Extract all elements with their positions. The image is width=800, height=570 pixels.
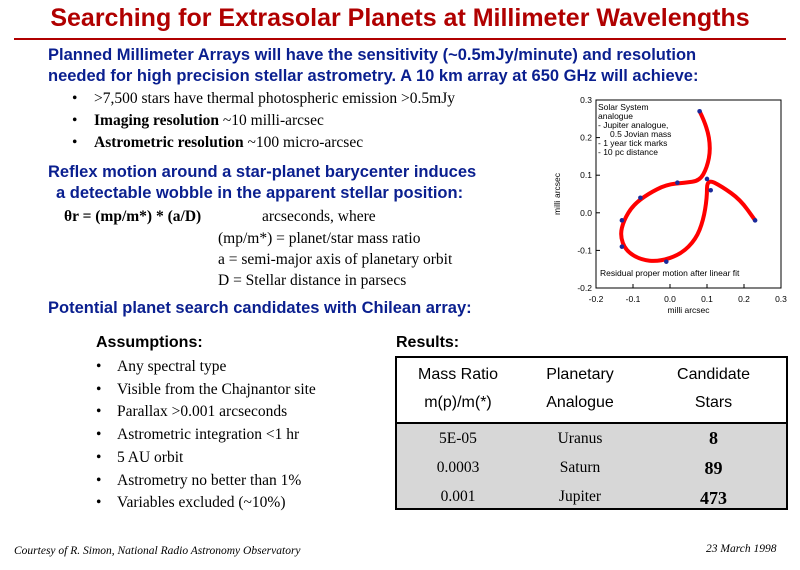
y-tick-label: -0.2	[577, 283, 592, 293]
x-tick-label: 0.3	[775, 294, 787, 304]
y-tick-label: 0.1	[580, 170, 592, 180]
bullet-icon: •	[96, 448, 102, 466]
bullet-icon: •	[96, 426, 102, 444]
results-heading: Results:	[396, 334, 460, 351]
year-tick-marker	[619, 244, 625, 249]
assumption-item: • Visible from the Chajnantor site	[96, 379, 316, 402]
cell-mass-ratio: 0.001	[440, 488, 476, 505]
definition-mass-ratio: (mp/m*) = planet/star mass ratio	[218, 230, 421, 247]
x-tick-label: 0.2	[738, 294, 750, 304]
chart-annotation: Residual proper motion after linear fit	[600, 268, 740, 278]
assumption-item: • Parallax >0.001 arcseconds	[96, 401, 316, 424]
reflex-line-2: a detectable wobble in the apparent stel…	[56, 184, 464, 202]
bullet-icon: •	[72, 112, 78, 129]
bullet-icon: •	[96, 471, 102, 489]
wobble-chart: 0.3 0.2 0.1 0.0 -0.1 -0.2-0.2 -0.1 0.0 0.1 0.2 0.3…	[552, 95, 787, 314]
year-tick-marker	[704, 176, 710, 182]
formula-expression: θr = (mp/m*) * (a/D)	[64, 208, 202, 225]
footer-credit: Courtesy of R. Simon, National Radio Ast…	[14, 545, 301, 557]
bullet-icon: •	[96, 403, 102, 421]
formula-definitions: (mp/m*) = planet/star mass ratio a = sem…	[218, 228, 452, 291]
assumption-text: Astrometric integration <1 hr	[117, 426, 300, 444]
formula-units: arcseconds, where	[262, 208, 376, 225]
footer-date: 23 March 1998	[706, 543, 777, 555]
cell-analogue: Saturn	[559, 459, 601, 476]
list-item: • >7,500 stars have thermal photospheric …	[72, 88, 455, 110]
assumption-item: • Astrometry no better than 1%	[96, 470, 316, 493]
table-header: Mass Ratio m(p)/m(*) Planetary Analogue Ca…	[397, 358, 786, 424]
cell-candidates: 8	[709, 428, 718, 448]
y-tick-label: 0.0	[580, 208, 592, 218]
definition-semi-major: a = semi-major axis of planetary orbit	[218, 251, 453, 268]
bullet-icon: •	[72, 90, 78, 107]
bullet-icon: •	[72, 134, 78, 151]
slide-title: Searching for Extrasolar Planets at Mill…	[50, 4, 750, 32]
assumption-text: Astrometry no better than 1%	[117, 471, 302, 489]
assumptions-heading: Assumptions:	[96, 334, 203, 351]
x-tick-label: -0.1	[626, 294, 641, 304]
legend-line: - 10 pc distance	[598, 147, 658, 157]
legend-line: 0.5 Jovian mass	[610, 129, 671, 139]
header-planetary-analogue: Planetary Analogue	[546, 366, 614, 411]
year-tick-marker	[664, 259, 669, 264]
assumption-item: • Astrometric integration <1 hr	[96, 424, 316, 447]
assumption-item: • Any spectral type	[96, 356, 316, 379]
results-table: Mass Ratio m(p)/m(*) Planetary Analogue Ca…	[395, 356, 788, 510]
year-tick-marker	[638, 195, 643, 201]
header-candidate-stars: Candidate Stars	[677, 366, 750, 411]
reflex-text: Reflex motion around a star-planet baryc…	[48, 162, 476, 204]
assumption-text: Any spectral type	[117, 358, 227, 375]
y-tick-label: 0.3	[580, 95, 592, 105]
year-tick-marker	[708, 187, 713, 193]
candidates-heading: Potential planet search candidates with …	[48, 299, 472, 317]
bullet-icon: •	[96, 494, 102, 512]
reflex-line-1: Reflex motion around a star-planet baryc…	[48, 163, 477, 181]
year-tick-marker	[752, 218, 758, 223]
cell-analogue: Uranus	[557, 430, 603, 447]
cell-candidates: 89	[704, 458, 723, 478]
capability-list: • >7,500 stars have thermal photospheric …	[72, 88, 455, 154]
x-axis-label: milli arcsec	[667, 305, 710, 314]
legend-line: - Jupiter analogue,	[598, 120, 668, 130]
cell-analogue: Jupiter	[558, 488, 602, 505]
assumption-item: • Variables excluded (~10%)	[96, 492, 316, 515]
table-body: 5E-05 Uranus 8 0.0003 Saturn 89 0.001 Ju…	[397, 424, 786, 508]
legend-line: - 1 year tick marks	[598, 138, 667, 148]
intro-line-2: needed for high precision stellar astrom…	[48, 67, 699, 85]
assumption-text: Variables excluded (~10%)	[117, 494, 286, 512]
x-tick-label: 0.0	[664, 294, 676, 304]
year-tick-marker	[675, 180, 680, 186]
legend-line: analogue	[598, 111, 633, 121]
header-mass-ratio: Mass Ratio m(p)/m(*)	[417, 366, 499, 411]
bullet-icon: •	[96, 358, 102, 375]
orbit-curve	[619, 109, 758, 263]
title-divider	[14, 38, 786, 40]
cell-mass-ratio: 5E-05	[439, 430, 477, 447]
bullet-icon: •	[96, 380, 102, 398]
intro-line-1: Planned Millimeter Arrays will have the …	[48, 46, 697, 64]
list-item: • Astrometric resolution ~100 micro-arcse…	[72, 132, 455, 154]
plot-frame	[595, 99, 782, 289]
cell-mass-ratio: 0.0003	[436, 459, 480, 476]
formula-main: θr = (mp/m*) * (a/D)	[64, 206, 201, 227]
legend-line: Solar System	[598, 102, 649, 112]
list-item: • Imaging resolution ~10 milli-arcsec	[72, 110, 455, 132]
assumption-text: 5 AU orbit	[117, 448, 184, 466]
x-tick-label: -0.2	[589, 294, 604, 304]
y-tick-label: 0.2	[580, 133, 592, 143]
assumption-text: Parallax >0.001 arcseconds	[117, 403, 288, 421]
cell-candidates: 473	[700, 488, 727, 508]
assumption-item: • 5 AU orbit	[96, 447, 316, 470]
year-tick-marker	[697, 108, 702, 114]
y-tick-label: -0.1	[577, 245, 592, 255]
year-tick-marker	[619, 218, 625, 223]
assumptions-list: • Any spectral type • Visible from the Chaj…	[96, 356, 316, 515]
x-tick-label: 0.1	[701, 294, 713, 304]
definition-distance: D = Stellar distance in parsecs	[218, 272, 407, 289]
intro-text: Planned Millimeter Arrays will have the …	[48, 45, 698, 87]
assumption-text: Visible from the Chajnantor site	[117, 380, 316, 398]
y-axis-label: milli arcsec	[552, 172, 562, 215]
